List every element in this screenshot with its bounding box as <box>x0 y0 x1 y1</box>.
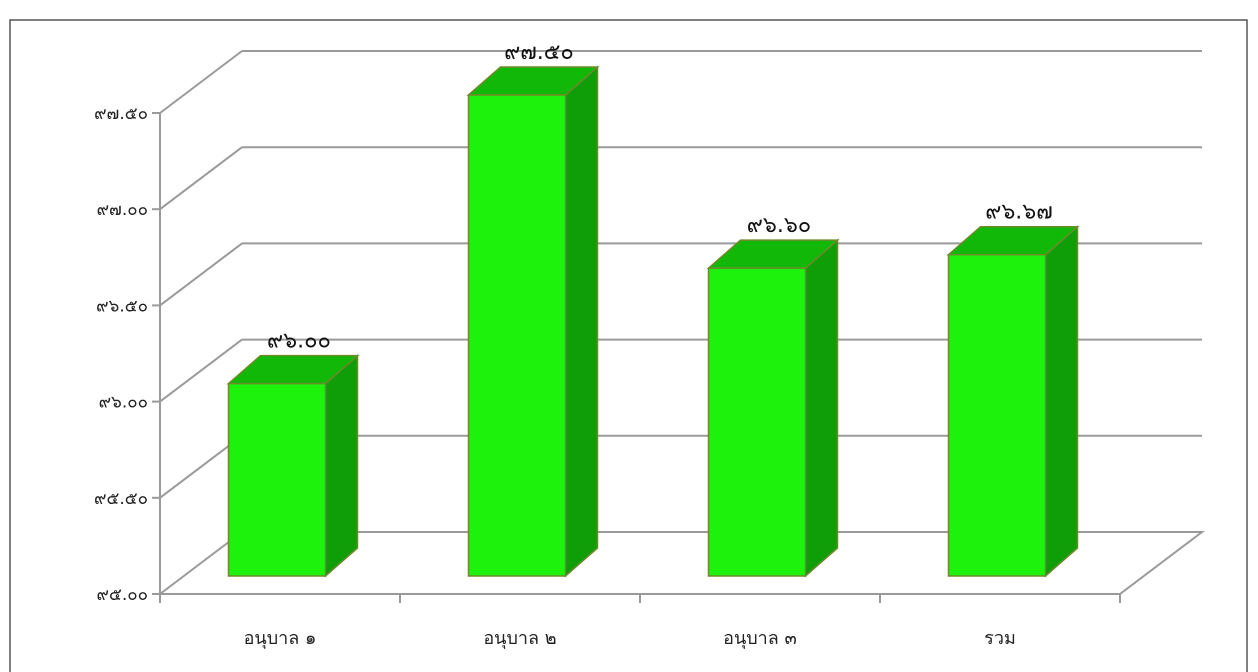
chart-frame <box>9 19 1248 672</box>
bar-front <box>707 267 807 577</box>
y-tick-label: ๙๗.๕๐ <box>94 104 148 124</box>
x-category-label: อนุบาล ๒ <box>483 628 556 649</box>
bar-side <box>1044 225 1079 578</box>
bar-side <box>564 65 599 578</box>
bar <box>226 353 360 578</box>
x-category-label: รวม <box>984 628 1016 649</box>
x-category-label: อนุบาล ๓ <box>723 628 797 649</box>
bar <box>946 225 1080 578</box>
x-axis: อนุบาล ๑ อนุบาล ๒ อนุบาล ๓ รวม <box>159 593 1121 649</box>
bar-side <box>324 353 359 578</box>
gridline-diagonal <box>159 146 243 210</box>
data-label: ๙๗.๕๐ <box>504 40 574 65</box>
y-axis: ๙๕.๐๐ ๙๕.๕๐ ๙๖.๐๐ ๙๖.๕๐ ๙๗.๐๐ ๙๗.๕๐ <box>94 104 161 605</box>
bar-front <box>467 94 567 577</box>
bar-side <box>804 238 839 578</box>
bars <box>226 65 1080 578</box>
y-tick-label: ๙๕.๐๐ <box>97 585 148 605</box>
x-category-label: อนุบาล ๑ <box>244 628 317 649</box>
y-tick-label: ๙๖.๕๐ <box>96 296 148 316</box>
y-tick-label: ๙๗.๐๐ <box>97 200 148 220</box>
y-tick-label: ๙๕.๕๐ <box>94 489 148 509</box>
y-tick-label: ๙๖.๐๐ <box>99 393 148 413</box>
bar-front <box>947 253 1047 577</box>
gridline-diagonal <box>159 338 243 403</box>
gridline-diagonal <box>159 242 243 307</box>
data-label: ๙๖.๖๗ <box>985 200 1053 225</box>
bar-front <box>227 382 327 577</box>
data-label: ๙๖.๖๐ <box>747 213 811 238</box>
bar <box>466 65 600 578</box>
bar <box>706 238 840 578</box>
data-label: ๙๖.๐๐ <box>267 329 331 354</box>
gridline-diagonal <box>159 50 243 114</box>
